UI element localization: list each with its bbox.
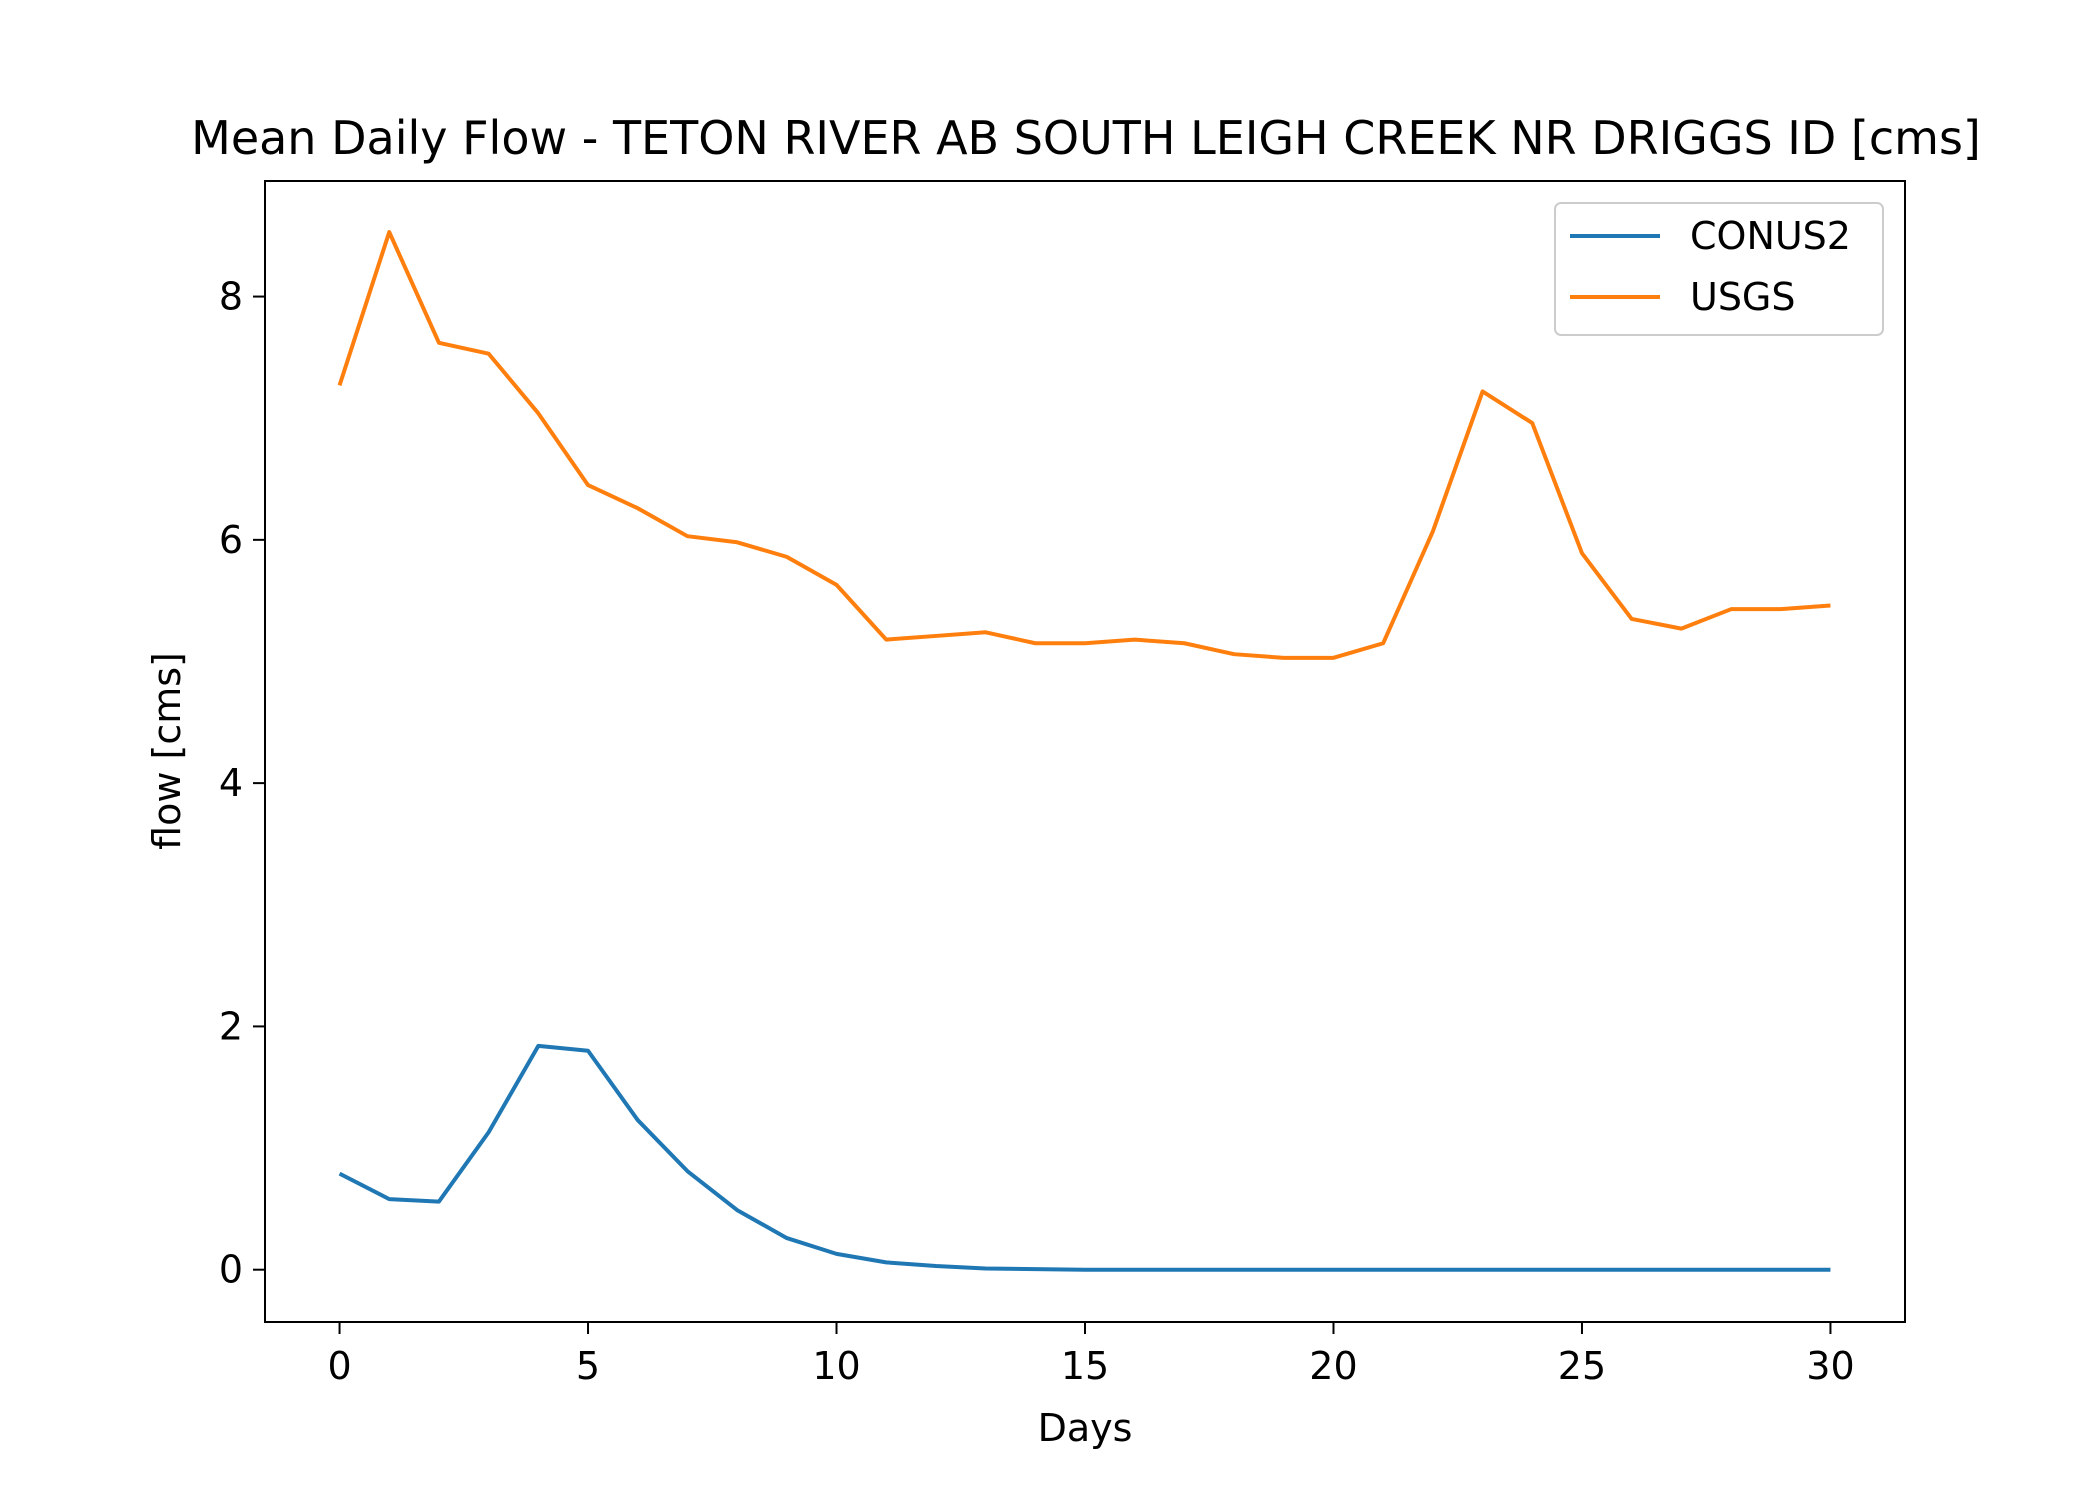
x-axis-label: Days xyxy=(1038,1406,1133,1450)
legend-label-usgs: USGS xyxy=(1690,275,1796,319)
legend: CONUS2 USGS xyxy=(1554,202,1884,336)
y-tick-label: 4 xyxy=(219,761,243,805)
y-tick-label: 8 xyxy=(219,275,243,319)
x-tick-label: 30 xyxy=(1806,1344,1854,1388)
x-tick-label: 25 xyxy=(1558,1344,1606,1388)
series-line-conus2 xyxy=(338,1043,1831,1272)
x-tick-label: 0 xyxy=(327,1344,351,1388)
axes-frame xyxy=(264,180,1906,1323)
y-tick-label: 2 xyxy=(219,1004,243,1048)
y-tick-label: 0 xyxy=(219,1248,243,1292)
x-tick-label: 20 xyxy=(1309,1344,1357,1388)
plot-area xyxy=(337,230,1831,1272)
chart-title: Mean Daily Flow - TETON RIVER AB SOUTH L… xyxy=(191,111,1981,165)
legend-label-conus2: CONUS2 xyxy=(1690,214,1851,258)
axis-ticks: 0 5 10 15 20 25 30 0 2 4 6 8 xyxy=(219,275,1855,1388)
x-tick-label: 5 xyxy=(576,1344,600,1388)
x-tick-label: 15 xyxy=(1061,1344,1109,1388)
x-tick-label: 10 xyxy=(812,1344,860,1388)
y-tick-label: 6 xyxy=(219,518,243,562)
series-line-usgs xyxy=(337,230,1831,660)
y-axis-label: flow [cms] xyxy=(145,652,189,850)
